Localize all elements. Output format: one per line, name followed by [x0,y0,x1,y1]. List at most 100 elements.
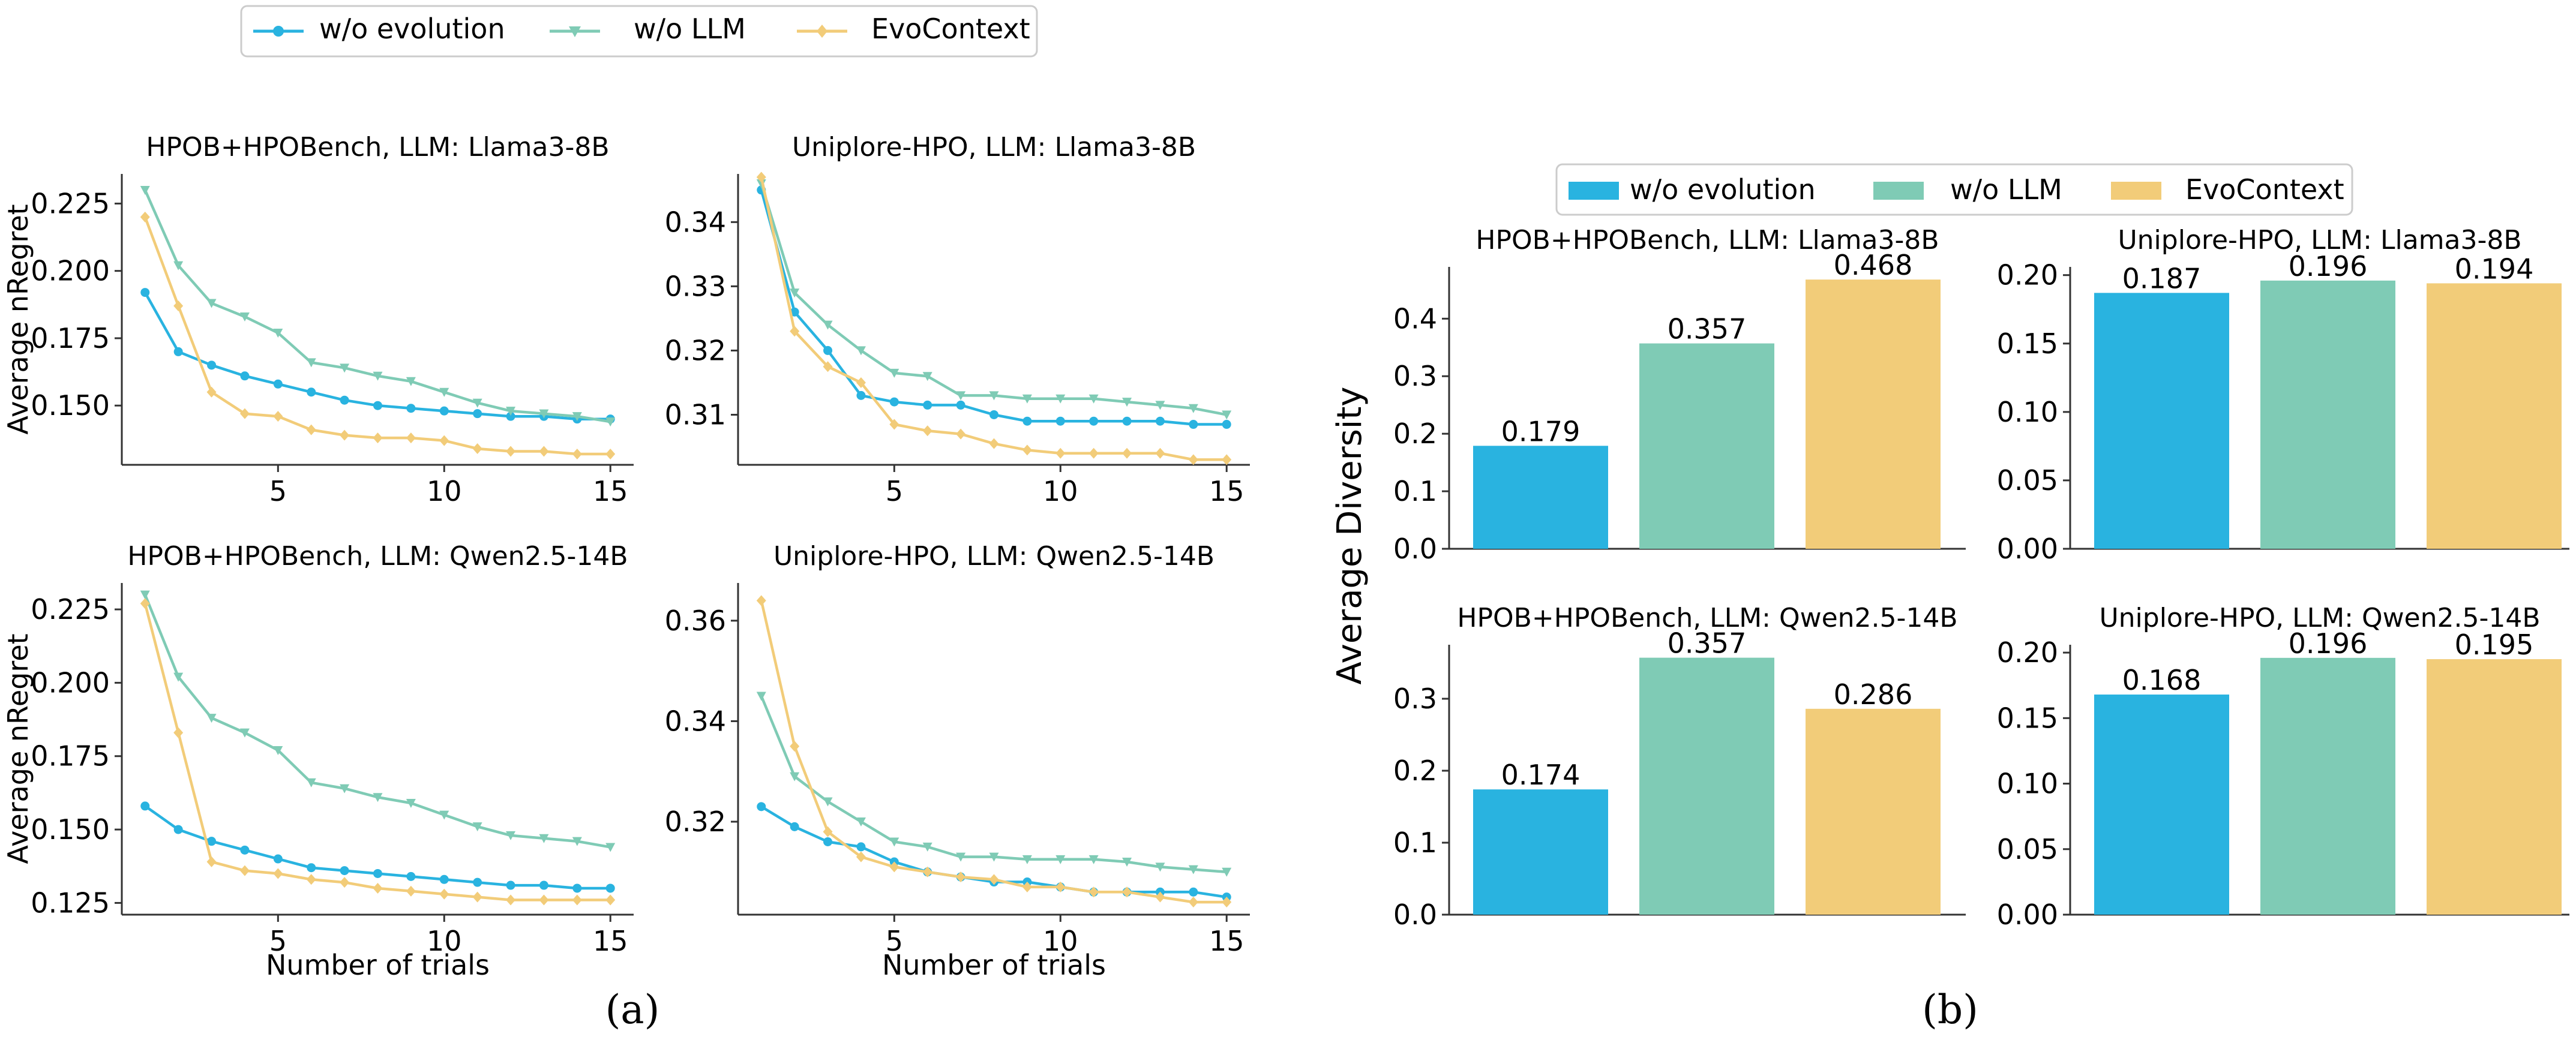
data-point-ctx [756,595,766,606]
y-tick-label: 0.200 [31,666,110,699]
data-point-ctx [823,826,833,837]
data-point-llm [173,672,184,682]
bar-shared-ylabel: Average Diversity [1330,387,1369,685]
data-point-evo [406,404,416,413]
y-tick-label: 0.10 [1997,396,2058,428]
panel-title: HPOB+HPOBench, LLM: Llama3-8B [146,132,609,163]
panel-title: HPOB+HPOBench, LLM: Llama3-8B [1476,225,1939,256]
data-point-llm [922,372,932,381]
y-tick-label: 0.150 [31,813,110,846]
data-point-evo [173,347,183,356]
data-point-ctx [239,865,250,876]
line-panel-uniplore-qwen: Uniplore-HPO, LLM: Qwen2.5-14B 0.32 0.34 0.… [665,541,1250,981]
data-point-evo [207,837,217,846]
data-point-llm [406,799,416,808]
data-point-ctx [856,377,866,388]
data-point-llm [1188,865,1198,874]
data-point-llm [340,784,350,793]
y-tick-label: 0.3 [1393,683,1437,715]
bar-value-label: 0.187 [2122,262,2202,294]
legend-a-marker-llm [569,26,581,37]
data-point-llm [506,831,516,840]
data-point-evo [1155,416,1165,426]
data-point-llm [1222,410,1232,420]
data-point-llm [239,728,250,738]
data-point-evo [956,400,965,410]
data-point-llm [406,377,416,386]
data-point-llm [790,772,800,782]
data-point-llm [273,746,283,755]
data-point-ctx [539,446,549,457]
data-point-ctx [439,435,449,446]
y-tick-label: 0.200 [31,255,110,287]
y-tick-label: 0.15 [1997,702,2058,734]
y-tick-label: 0.0 [1393,898,1437,931]
data-point-evo [473,877,482,887]
data-point-evo [1189,420,1198,429]
data-point-evo [923,400,932,410]
bar-value-label: 0.194 [2455,253,2534,285]
data-point-llm [539,834,549,843]
y-tick-label: 0.125 [31,886,110,919]
data-point-evo [506,411,515,421]
bar-ctx [1806,279,1941,549]
y-tick-label: 0.34 [665,206,726,238]
bar-ctx [2427,283,2562,549]
data-point-llm [439,387,449,397]
data-point-ctx [340,877,350,888]
data-point-llm [572,412,582,422]
series-line-evo [143,291,611,420]
data-point-llm [539,409,549,419]
x-axis-label: Number of trials [882,949,1106,981]
data-point-evo [240,371,250,381]
data-point-llm [239,312,250,322]
bar-panel-hpob-qwen: HPOB+HPOBench, LLM: Qwen2.5-14B 0.0 0.1 0.2… [1393,603,1966,931]
data-point-llm [140,185,150,195]
panel-title: HPOB+HPOBench, LLM: Qwen2.5-14B [1457,603,1957,633]
y-tick-label: 0.2 [1393,417,1437,450]
y-tick-label: 0.32 [665,805,726,838]
data-point-evo [790,307,799,317]
data-point-ctx [1088,447,1099,459]
data-point-ctx [956,871,966,883]
data-point-llm [756,179,766,189]
data-point-ctx [539,894,549,906]
data-point-ctx [1222,897,1232,908]
data-point-evo [1055,416,1065,426]
bar-panel-uniplore-llama: Uniplore-HPO, LLM: Llama3-8B 0.00 0.05 0.10… [1997,225,2569,565]
data-point-evo [989,410,998,419]
data-point-evo [439,874,449,884]
data-point-llm [956,391,966,401]
data-point-ctx [472,891,482,903]
data-point-ctx [306,874,316,885]
y-tick-label: 0.20 [1997,636,2058,669]
bar-llm [1639,657,1774,915]
data-point-ctx [756,172,766,183]
x-tick-label: 5 [269,475,287,507]
bar-panel-hpob-llama: HPOB+HPOBench, LLM: Llama3-8B 0.0 0.1 0.2 0.… [1393,225,1966,565]
data-point-evo [340,395,349,405]
data-point-llm [373,793,383,802]
data-point-evo [605,883,615,893]
data-point-llm [956,852,966,862]
y-tick-label: 0.36 [665,605,726,637]
data-point-ctx [572,449,582,460]
legend-a-marker-ctx [817,25,827,38]
bar-value-label: 0.196 [2289,250,2368,282]
y-tick-label: 0.00 [1997,898,2058,931]
data-point-ctx [572,894,582,906]
bar-value-label: 0.168 [2122,664,2202,696]
data-point-evo [506,880,515,890]
data-point-ctx [1222,454,1232,465]
data-point-ctx [823,361,833,372]
panel-title: HPOB+HPOBench, LLM: Qwen2.5-14B [127,541,628,572]
data-point-ctx [605,449,616,460]
y-tick-label: 0.05 [1997,833,2058,865]
data-point-ctx [340,429,350,441]
y-tick-label: 0.15 [1997,327,2058,360]
data-point-llm [790,288,800,298]
x-tick-label: 15 [593,925,628,957]
data-point-evo [307,387,316,397]
data-point-llm [173,261,184,270]
data-point-ctx [273,868,283,879]
